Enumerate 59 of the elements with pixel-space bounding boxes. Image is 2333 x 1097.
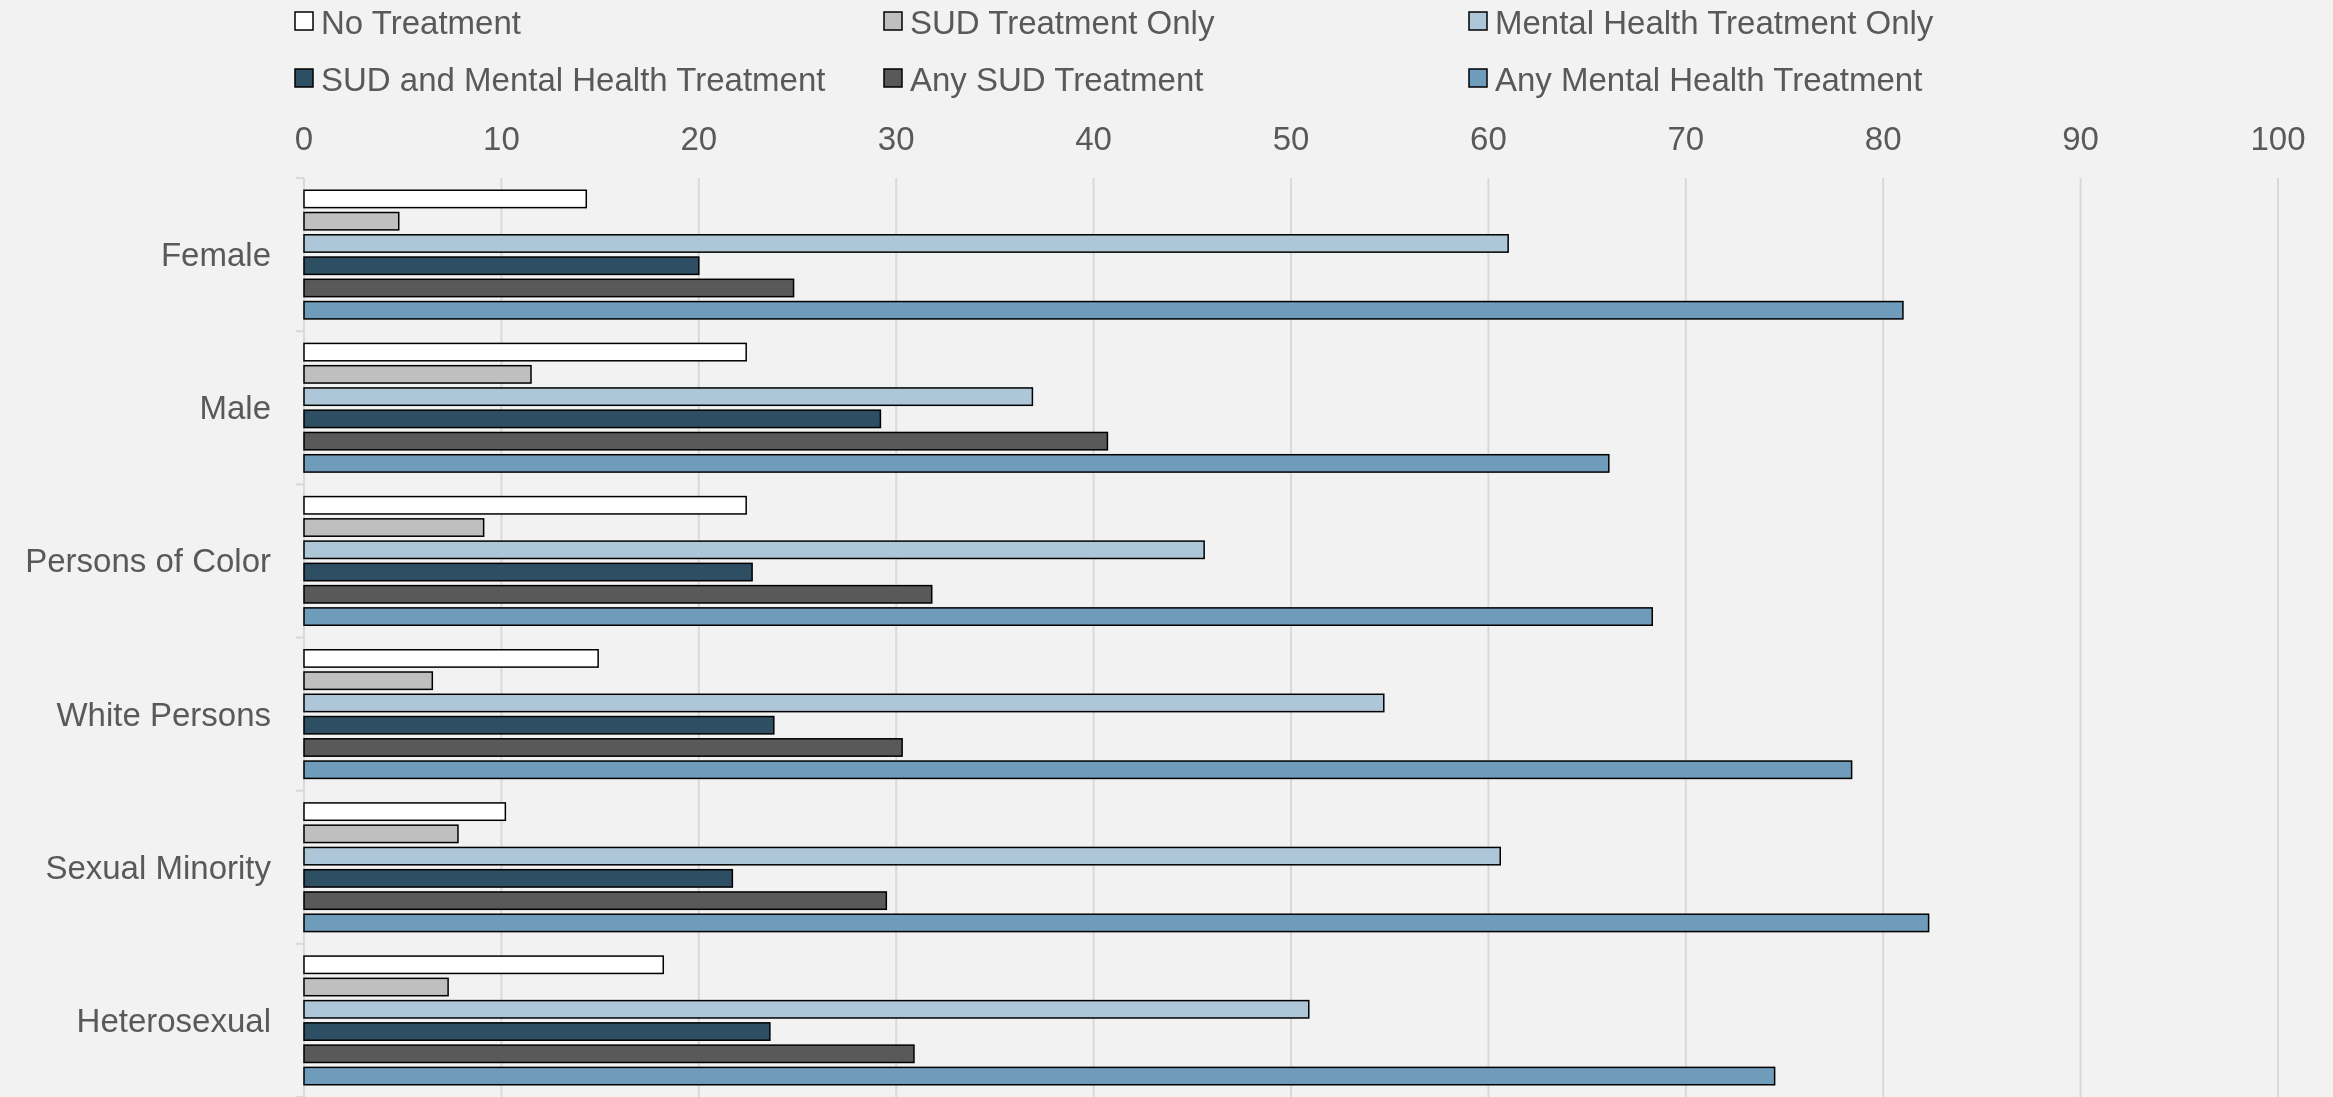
y-tick-label: Female: [160, 236, 271, 274]
bar: [303, 300, 1904, 320]
y-tick-label: Heterosexual: [76, 1001, 271, 1039]
bar: [303, 518, 485, 537]
bar: [303, 824, 459, 844]
legend-label: SUD and Mental Health Treatment: [321, 60, 826, 98]
bar: [303, 671, 434, 691]
bar: [303, 715, 775, 735]
x-tick-label: 60: [1470, 120, 1507, 157]
x-tick-label: 40: [1075, 120, 1112, 157]
bar: [303, 607, 1653, 626]
x-tick-label: 80: [1864, 120, 1902, 157]
bar: [303, 760, 1853, 780]
bar: [303, 211, 400, 231]
x-tick-label: 10: [483, 120, 520, 157]
legend-label: SUD Treatment Only: [910, 3, 1215, 41]
legend-label: No Treatment: [321, 3, 521, 41]
bar: [303, 234, 1509, 253]
y-tick-label: Persons of Color: [25, 542, 272, 580]
legend-label: Any SUD Treatment: [910, 60, 1204, 98]
bar: [303, 431, 1109, 451]
y-tick-label: Male: [199, 389, 271, 427]
bar: [303, 364, 532, 384]
bar: [303, 1066, 1776, 1086]
bar: [303, 977, 449, 997]
bar: [303, 891, 888, 911]
x-tick-label: 30: [877, 120, 915, 157]
y-tick-label: White Persons: [56, 695, 271, 733]
bar: [303, 387, 1034, 407]
x-tick-label: 70: [1667, 120, 1705, 157]
x-tick-label: 20: [680, 120, 718, 157]
bar: [303, 846, 1501, 866]
bar: [303, 738, 903, 757]
legend-label: Any Mental Health Treatment: [1495, 60, 1923, 98]
bar: [303, 453, 1610, 473]
bar: [303, 584, 933, 604]
bar: [303, 955, 665, 975]
x-tick-label: 0: [294, 120, 314, 157]
bar: [303, 278, 795, 298]
x-tick-label: 90: [2062, 120, 2099, 157]
bar: [303, 256, 700, 276]
bar: [303, 649, 599, 668]
bar: [303, 913, 1930, 933]
bar: [303, 342, 747, 362]
bar: [303, 540, 1205, 560]
bar: [303, 1022, 771, 1041]
bar: [303, 999, 1310, 1019]
x-tick-label: 50: [1272, 120, 1310, 157]
bar: [303, 409, 882, 429]
bar: [303, 562, 753, 582]
bar: [303, 1044, 915, 1064]
bar: [303, 189, 588, 209]
bar: [303, 693, 1385, 713]
bar: [303, 495, 747, 515]
y-tick-label: Sexual Minority: [45, 848, 272, 886]
bar: [303, 868, 734, 888]
x-tick-label: 100: [2250, 120, 2306, 157]
legend-label: Mental Health Treatment Only: [1495, 3, 1934, 41]
bar: [303, 802, 507, 822]
